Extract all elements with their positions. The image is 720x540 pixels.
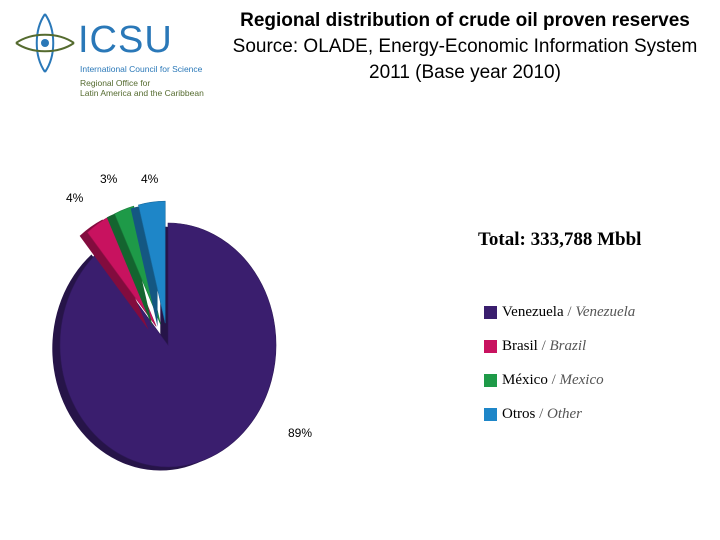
legend-item-mexico: México / Mexico [484, 372, 635, 388]
legend-separator: / [535, 405, 548, 422]
legend-label: Venezuela [502, 303, 564, 320]
legend-label-english: Brazil [549, 337, 587, 354]
legend-swatch [484, 373, 497, 387]
legend-label-english: Venezuela [575, 303, 636, 320]
pie-slice-otros [138, 200, 166, 324]
legend-item-venezuela: Venezuela / Venezuela [484, 304, 635, 320]
icsu-logo: ICSU International Council for Science R… [12, 8, 212, 98]
pie-slice-brasil-label: 4% [66, 191, 84, 205]
legend-swatch [484, 305, 497, 319]
pie-slice-mexico-label: 3% [100, 172, 118, 186]
legend-label: Otros [502, 405, 536, 422]
logo-name: ICSU [78, 19, 173, 61]
source-text: Source: OLADE, Energy-Economic Informati… [232, 36, 698, 83]
chart-legend: Venezuela / Venezuela Brasil / Brazil Méxi… [484, 304, 635, 440]
pie-slice-mexico-side [106, 209, 153, 328]
pie-slice-brasil-side [79, 219, 149, 330]
page-title-block: Regional distribution of crude oil prove… [220, 8, 710, 86]
legend-item-brasil: Brasil / Brazil [484, 338, 635, 354]
legend-label-english: Mexico [559, 371, 604, 388]
pie-slice-venezuela-label: 89% [288, 426, 312, 440]
logo-subtitle: International Council for Science [80, 64, 203, 74]
legend-swatch [484, 339, 497, 353]
pie-slice-venezuela [59, 222, 277, 468]
icsu-emblem-icon [15, 13, 75, 73]
legend-item-otros: Otros / Other [484, 406, 635, 422]
legend-label: Brasil [502, 337, 538, 354]
total-label: Total: 333,788 Mbbl [478, 229, 642, 250]
legend-separator: / [547, 371, 560, 388]
logo-office-line2: Latin America and the Caribbean [80, 88, 204, 98]
pie-slice-otros-label: 4% [141, 172, 159, 186]
pie-slice-mexico [114, 205, 161, 325]
page-title: Regional distribution of crude oil prove… [240, 10, 690, 31]
legend-label: México [502, 371, 548, 388]
legend-separator: / [563, 303, 576, 320]
legend-swatch [484, 407, 497, 421]
legend-label-english: Other [547, 405, 583, 422]
legend-separator: / [537, 337, 550, 354]
logo-office-line1: Regional Office for [80, 78, 151, 88]
